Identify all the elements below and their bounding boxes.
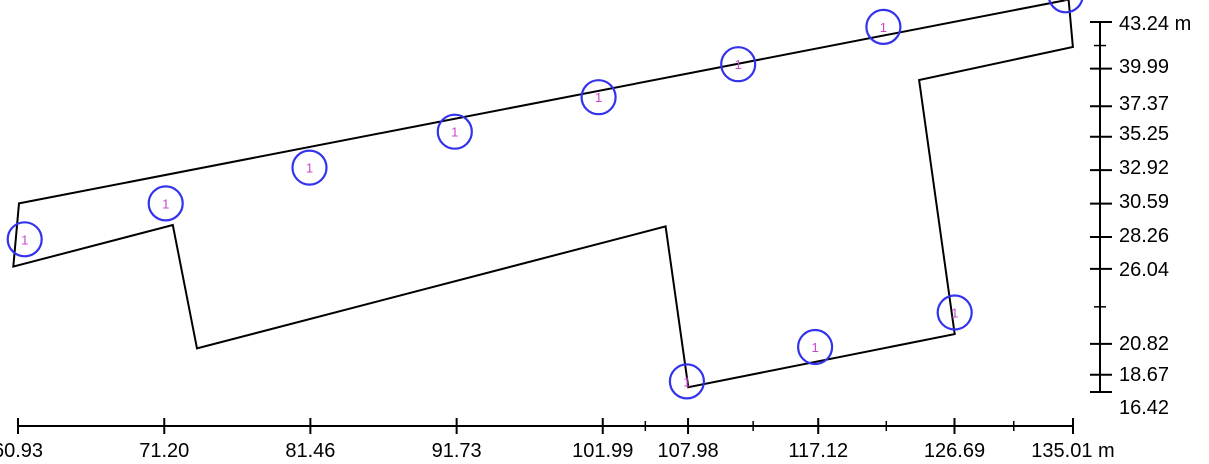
point-marker: 1 [936, 294, 973, 331]
point-marker: 1 [796, 328, 834, 366]
point-marker: 1 [291, 149, 328, 186]
point-marker: 1 [147, 185, 184, 222]
point-marker: 1 [436, 113, 473, 150]
y-axis-tick-label: 43.24 m [1119, 13, 1191, 35]
marker-circle [668, 363, 706, 400]
marker-circle [936, 294, 973, 331]
y-axis-tick-label: 16.42 [1119, 397, 1169, 419]
y-axis-tick-label: 26.04 [1119, 259, 1169, 281]
marker-circle [796, 328, 834, 366]
y-axis-tick-label: 39.99 [1119, 56, 1169, 78]
y-axis-tick-label: 28.26 [1119, 225, 1169, 247]
marker-layer: 1 1 1 1 1 1 1 3 1 1 1 [6, 0, 1084, 400]
marker-circle [147, 185, 184, 222]
x-axis-tick-label: 60.93 [0, 440, 43, 462]
point-marker: 1 [668, 363, 706, 400]
marker-circle [436, 113, 473, 150]
marker-circle [6, 221, 43, 258]
marker-label: 3 [1062, 0, 1069, 3]
marker-label: 1 [162, 196, 169, 211]
y-axis-tick-label: 18.67 [1119, 364, 1169, 386]
marker-circle [291, 149, 328, 186]
x-axis-tick-label: 126.69 [924, 440, 985, 462]
x-axis-tick-label: 91.73 [432, 440, 482, 462]
marker-circle [580, 79, 617, 116]
marker-label: 1 [880, 20, 887, 35]
y-axis-tick-label: 32.92 [1119, 157, 1169, 179]
parcel-outline [12, 0, 1074, 389]
marker-label: 1 [735, 57, 742, 72]
y-axis-tick-label: 30.59 [1119, 191, 1169, 213]
x-axis: 60.93 71.20 81.46 91.73 101.99 107.98 117.12 12… [0, 418, 1115, 462]
marker-label: 1 [451, 125, 458, 140]
point-marker: 1 [580, 79, 617, 116]
y-axis-tick-label: 37.37 [1119, 93, 1169, 115]
marker-label: 1 [683, 374, 690, 389]
x-axis-tick-label: 107.98 [657, 440, 718, 462]
y-axis-tick-label: 35.25 [1119, 123, 1169, 145]
x-axis-tick-label: 71.20 [139, 440, 189, 462]
point-marker: 1 [6, 221, 43, 258]
x-axis-tick-label: 101.99 [572, 440, 633, 462]
x-axis-tick-label: 135.01 m [1031, 440, 1114, 462]
marker-circle [720, 46, 757, 83]
marker-label: 1 [595, 90, 602, 105]
marker-circle [1048, 0, 1084, 14]
x-axis-tick-label: 81.46 [285, 440, 335, 462]
marker-label: 1 [811, 340, 818, 355]
marker-label: 1 [951, 306, 958, 321]
marker-label: 1 [21, 232, 28, 247]
marker-label: 1 [306, 161, 313, 176]
x-axis-tick-label: 117.12 [788, 440, 848, 462]
point-marker: 1 [865, 8, 902, 45]
outline-layer [12, 0, 1074, 389]
point-marker: 3 [1048, 0, 1084, 14]
marker-circle [865, 8, 902, 45]
point-marker: 1 [720, 46, 757, 83]
y-axis-tick-label: 20.82 [1119, 333, 1169, 355]
y-axis: 43.24 m 39.99 37.37 35.25 32.92 30.59 28.26 26.… [1090, 13, 1191, 419]
